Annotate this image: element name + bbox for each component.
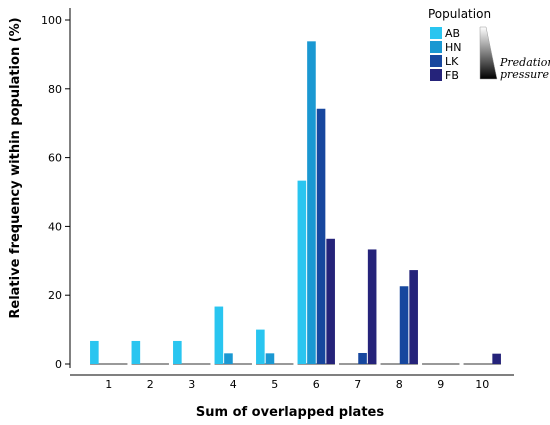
x-tick-label: 3 (188, 378, 195, 391)
x-tick-label: 2 (147, 378, 154, 391)
pressure-label: pressure (500, 68, 549, 81)
y-tick-label: 0 (55, 358, 62, 371)
y-tick-label: 100 (41, 14, 62, 27)
y-tick-label: 60 (48, 152, 62, 165)
x-axis-title: Sum of overlapped plates (196, 405, 384, 420)
bar-lk-7 (358, 352, 367, 364)
legend-swatch-hn (430, 41, 442, 53)
bar-hn-6 (307, 41, 316, 364)
legend-title: Population (428, 7, 491, 21)
legend-swatch-fb (430, 69, 442, 81)
bar-ab-4 (214, 306, 224, 364)
bar-ab-3 (173, 340, 182, 364)
bar-lk-6 (316, 108, 326, 364)
y-tick-label: 20 (48, 289, 62, 302)
bar-lk-8 (399, 286, 409, 364)
legend-label-fb: FB (445, 69, 459, 82)
x-tick-label: 6 (313, 378, 320, 391)
y-tick-label: 80 (48, 83, 62, 96)
bar-fb-10 (492, 353, 501, 364)
y-axis-title: Relative frequency within population (%) (8, 17, 23, 318)
bar-ab-5 (256, 329, 265, 364)
x-tick-label: 10 (475, 378, 489, 391)
x-tick-label: 5 (271, 378, 278, 391)
legend-label-ab: AB (445, 27, 460, 40)
bar-ab-1 (90, 340, 99, 364)
x-tick-label: 7 (354, 378, 361, 391)
bar-ab-6 (297, 180, 307, 364)
legend-swatch-ab (430, 27, 442, 39)
bar-ab-2 (131, 340, 141, 364)
bar-fb-6 (326, 238, 335, 364)
x-tick-label: 8 (396, 378, 403, 391)
bar-fb-7 (367, 249, 377, 364)
bar-fb-8 (409, 270, 418, 364)
predation-pressure-wedge (479, 26, 498, 80)
legend-swatch-lk (430, 55, 442, 67)
x-tick-label: 9 (437, 378, 444, 391)
legend-label-hn: HN (445, 41, 462, 54)
x-tick-label: 1 (105, 378, 112, 391)
predation-label: Predation (499, 56, 550, 69)
y-tick-label: 40 (48, 220, 62, 233)
bar-hn-5 (265, 353, 275, 364)
bar-hn-4 (224, 353, 233, 364)
legend-label-lk: LK (445, 55, 459, 68)
x-tick-label: 4 (230, 378, 237, 391)
